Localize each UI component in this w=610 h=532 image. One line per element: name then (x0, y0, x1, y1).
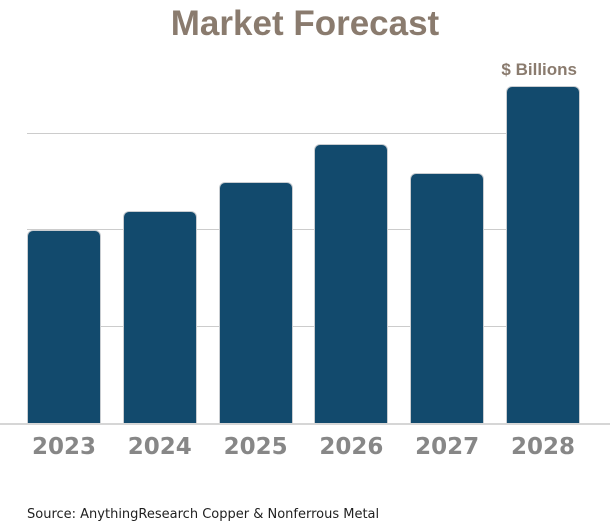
x-axis-label-2023: 2023 (31, 434, 96, 460)
source-note: Source: AnythingResearch Copper & Nonfer… (27, 476, 379, 532)
gridline-1 (27, 325, 579, 327)
x-axis-label-2028: 2028 (510, 434, 575, 460)
x-axis-line (0, 423, 610, 425)
bar-2023 (27, 230, 101, 423)
x-axis-label-2027: 2027 (415, 434, 480, 460)
chart-title: Market Forecast (170, 4, 440, 43)
gridline-2 (27, 229, 579, 231)
x-axis-label-2024: 2024 (127, 434, 192, 460)
bar-2028 (506, 85, 580, 423)
bar-2025 (218, 182, 293, 423)
x-axis-label-2026: 2026 (319, 434, 384, 460)
x-axis-label-2025: 2025 (223, 434, 288, 460)
plot-area (27, 85, 580, 423)
bar-2027 (410, 172, 485, 423)
y-unit-label: $ Billions (501, 60, 577, 79)
bar-2026 (314, 143, 389, 423)
bar-2024 (122, 211, 197, 423)
source-line-1: Source: AnythingResearch Copper & Nonfer… (27, 507, 380, 522)
gridline-3 (27, 133, 579, 135)
